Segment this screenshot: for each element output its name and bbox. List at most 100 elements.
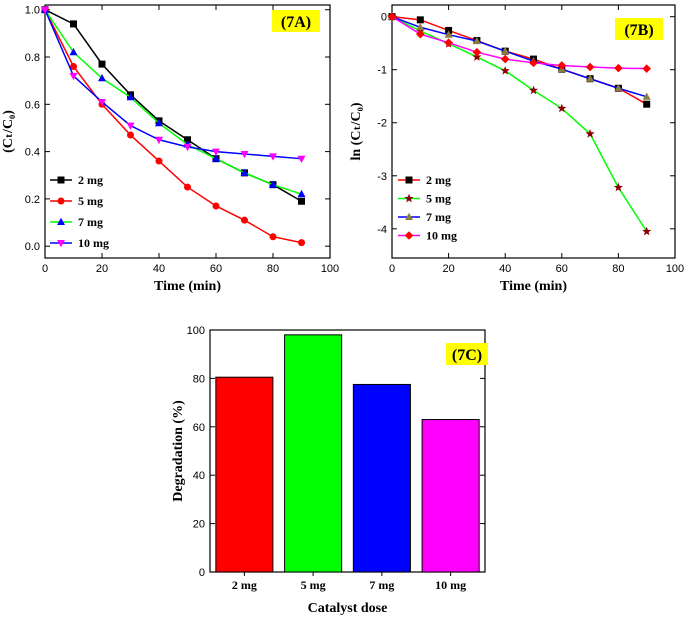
x-tick-label: 60 <box>556 263 568 275</box>
data-point <box>269 153 277 161</box>
x-tick-label: 60 <box>210 263 222 275</box>
data-point <box>444 38 453 47</box>
data-point <box>416 22 425 31</box>
y-tick-label: 0.0 <box>25 241 40 253</box>
data-point <box>212 154 220 162</box>
y-tick-label: 80 <box>193 373 205 385</box>
data-point <box>41 6 49 15</box>
data-point <box>387 12 397 21</box>
series-10-mg <box>387 12 651 73</box>
y-tick-label: 0.2 <box>25 194 40 206</box>
x-axis-label: Time (min) <box>500 279 567 294</box>
data-point <box>269 180 277 188</box>
series-line <box>391 16 648 232</box>
x-tick-label: 40 <box>499 263 511 275</box>
data-point <box>501 46 510 55</box>
panel-label-box <box>615 18 663 40</box>
panel-label: (7C) <box>452 347 482 364</box>
data-point <box>126 122 135 130</box>
bar <box>284 334 343 573</box>
x-axis-label: Catalyst dose <box>308 601 388 616</box>
data-point <box>643 100 651 108</box>
plot-frame <box>209 329 486 573</box>
y-tick-label: 0.4 <box>25 147 40 159</box>
plot-frame <box>391 4 676 259</box>
legend-label: 2 mg <box>426 173 451 187</box>
legend-marker <box>405 212 413 220</box>
data-point <box>212 148 220 156</box>
data-point <box>642 92 651 100</box>
data-point <box>240 168 249 176</box>
chart-7a: 0 20 40 60 80 100 0.0 0.2 0.4 0.6 0.8 1.0 Time (min)… <box>1 4 339 294</box>
y-tick-label: 0.6 <box>25 99 40 111</box>
legend-marker <box>57 217 65 225</box>
y-tick-label: -2 <box>377 118 387 130</box>
legend: 2 mg 5 mg 7 mg 10 mg <box>398 173 457 243</box>
x-tick-label: 20 <box>96 263 108 275</box>
panel-label: (7A) <box>281 14 311 31</box>
data-point <box>69 47 78 56</box>
data-point <box>529 58 538 68</box>
data-point <box>586 74 595 82</box>
x-tick-label: 10 mg <box>435 578 466 592</box>
data-point <box>298 239 305 247</box>
legend-marker <box>404 193 414 203</box>
series-line <box>391 16 647 70</box>
data-point <box>70 62 77 70</box>
data-point <box>557 103 567 113</box>
data-point <box>642 64 651 73</box>
y-axis-label: (Cₜ/C₀) <box>1 110 16 153</box>
x-tick-label: 20 <box>442 263 454 275</box>
y-tick-label: -1 <box>377 65 387 77</box>
x-tick-label: 0 <box>42 263 48 275</box>
bar <box>352 383 411 573</box>
data-point <box>184 136 191 144</box>
series-5-mg <box>41 6 305 247</box>
y-tick-label: -4 <box>377 224 387 236</box>
series-line <box>44 9 302 195</box>
data-point <box>416 29 425 39</box>
data-point <box>297 189 306 198</box>
x-tick-label: 0 <box>389 263 395 275</box>
data-point <box>212 202 220 210</box>
data-point <box>472 36 481 45</box>
data-point <box>614 63 623 73</box>
data-point <box>528 85 539 95</box>
chart-7c: 0 20 40 60 80 100 2 mg 5 mg 7 mg 10 mg Catalyst do… <box>171 325 488 616</box>
data-point <box>500 54 510 64</box>
data-point <box>585 129 595 138</box>
series-line <box>44 9 302 160</box>
panel-label: (7B) <box>624 22 653 39</box>
series-10-mg <box>41 6 306 163</box>
legend-marker <box>405 176 413 184</box>
data-point <box>183 143 192 152</box>
data-point <box>98 98 106 107</box>
data-point <box>127 131 134 139</box>
data-point <box>240 150 249 159</box>
legend-label: 7 mg <box>78 215 103 229</box>
series-line <box>391 15 647 98</box>
data-point <box>126 92 135 101</box>
legend-label: 5 mg <box>426 192 451 206</box>
legend-marker <box>57 240 65 248</box>
data-point <box>557 61 567 70</box>
data-point <box>155 157 163 165</box>
legend-marker <box>57 176 65 184</box>
y-tick-label: -3 <box>377 171 387 183</box>
data-point <box>70 20 77 28</box>
y-axis-label: ln (Cₜ/C₀) <box>349 102 364 160</box>
y-tick-label: 0 <box>381 12 387 24</box>
legend-label: 10 mg <box>426 229 457 243</box>
data-point <box>98 73 106 82</box>
legend-marker <box>404 231 414 240</box>
data-point <box>444 30 453 38</box>
bar <box>215 376 274 573</box>
data-point <box>69 72 78 81</box>
data-point <box>155 118 163 127</box>
y-axis-label: Degradation (%) <box>171 400 186 502</box>
data-point <box>500 65 510 75</box>
x-tick-label: 100 <box>321 263 339 275</box>
series-7-mg <box>388 12 651 100</box>
legend-label: 2 mg <box>78 173 103 187</box>
